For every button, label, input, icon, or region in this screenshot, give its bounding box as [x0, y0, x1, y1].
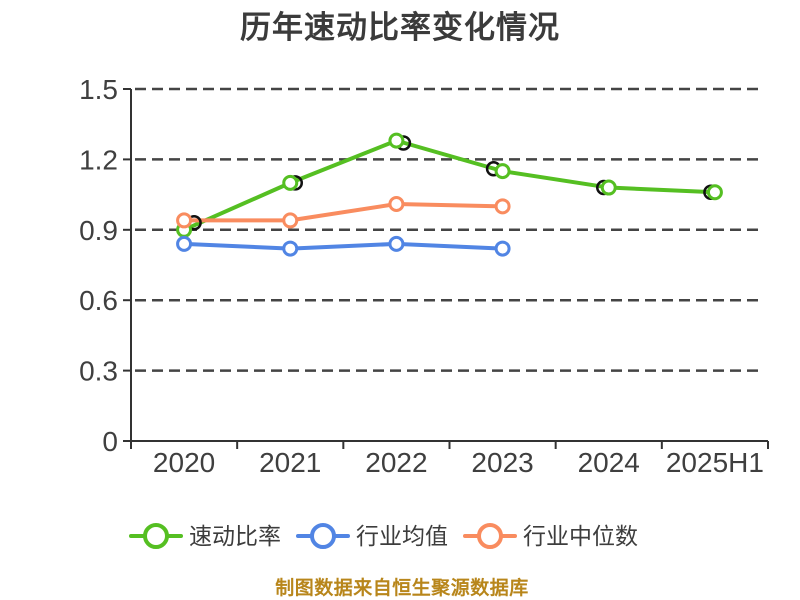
data-point-s1-2021 [282, 240, 299, 257]
legend-label-industry-average: 行业均值 [356, 523, 448, 549]
legend-label-industry-median: 行业中位数 [523, 523, 638, 549]
series-line-1 [182, 241, 505, 251]
legend: 速动比率 行业均值 行业中位数 [129, 523, 638, 549]
legend-label-quick-ratio: 速动比率 [189, 523, 281, 549]
x-axis-label: 2025H1 [666, 447, 764, 478]
y-axis-label: 0.3 [79, 356, 118, 387]
data-point-s1-2022 [388, 235, 405, 252]
y-axis-label: 0.9 [79, 215, 118, 246]
data-point-s1-2020 [176, 235, 193, 252]
data-point-s2-2020 [176, 212, 193, 229]
legend-item-industry-average[interactable]: 行业均值 [296, 523, 448, 549]
data-point-s2-2023 [494, 198, 511, 215]
y-axis-label: 1.2 [79, 144, 118, 175]
x-axis-label: 2022 [365, 447, 427, 478]
data-point-s2-2021 [282, 212, 299, 229]
data-point-s0-2021 [282, 174, 299, 191]
data-point-s0-2023 [494, 163, 511, 180]
x-axis-label: 2023 [471, 447, 533, 478]
x-axis-label: 2021 [259, 447, 321, 478]
legend-item-industry-median[interactable]: 行业中位数 [463, 523, 638, 549]
data-point-s0-2025H1 [706, 184, 723, 201]
series-line-2 [182, 201, 505, 223]
x-axis-label: 2020 [153, 447, 215, 478]
data-point-s0-2022 [388, 132, 405, 149]
data-point-s2-2022 [388, 195, 405, 212]
axis-frame [130, 89, 768, 442]
data-source-note: 制图数据来自恒生聚源数据库 [275, 576, 529, 599]
legend-marker-icon [310, 523, 336, 549]
series-line-0 [182, 138, 717, 232]
data-point-s1-2023 [494, 240, 511, 257]
x-axis-label: 2024 [578, 447, 640, 478]
y-axis-label: 1.5 [79, 74, 118, 105]
data-point-s0-2024 [600, 179, 617, 196]
plot-area: 0 0.3 0.6 0.9 1.2 1.5 2020 2021 2022 2023 2024 2025… [79, 74, 769, 478]
y-axis-label: 0 [102, 426, 118, 457]
y-axis-label: 0.6 [79, 285, 118, 316]
chart-title: 历年速动比率变化情况 [240, 10, 560, 45]
legend-marker-icon [477, 523, 503, 549]
legend-item-quick-ratio[interactable]: 速动比率 [129, 523, 281, 549]
legend-marker-icon [143, 523, 169, 549]
